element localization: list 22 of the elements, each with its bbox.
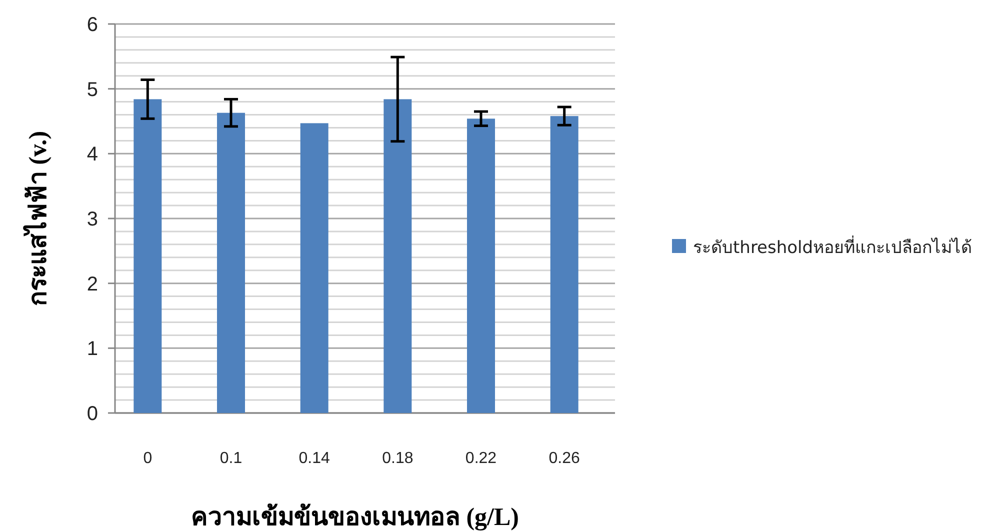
x-tick-label: 0.14 (298, 450, 330, 467)
bar (300, 123, 328, 413)
bar (134, 99, 162, 413)
x-axis-title: ความเข้มข้นของเมนทอล (g/L) (190, 503, 520, 531)
y-tick-label: 5 (86, 78, 98, 101)
legend-label: ระดับthresholdหอยที่แกะเปลือกไม่ได้ (693, 235, 972, 258)
bar (384, 99, 412, 413)
y-tick-label: 6 (86, 14, 98, 36)
y-tick-label: 1 (86, 338, 98, 360)
x-tick-label: 0 (143, 450, 152, 467)
bar (217, 112, 245, 413)
x-tick-label: 0.22 (465, 450, 497, 467)
y-tick-label: 4 (86, 144, 98, 166)
bar (467, 118, 495, 413)
y-axis-title: กระแสไฟฟ้า (v.) (22, 130, 52, 306)
y-tick-label: 2 (86, 273, 98, 296)
y-tick-label: 3 (86, 208, 98, 230)
y-tick-label: 0 (86, 403, 98, 425)
bar (550, 116, 578, 413)
x-tick-label: 0.26 (548, 450, 580, 467)
x-tick-label: 0.18 (382, 450, 414, 467)
x-tick-label: 0.1 (220, 450, 242, 467)
